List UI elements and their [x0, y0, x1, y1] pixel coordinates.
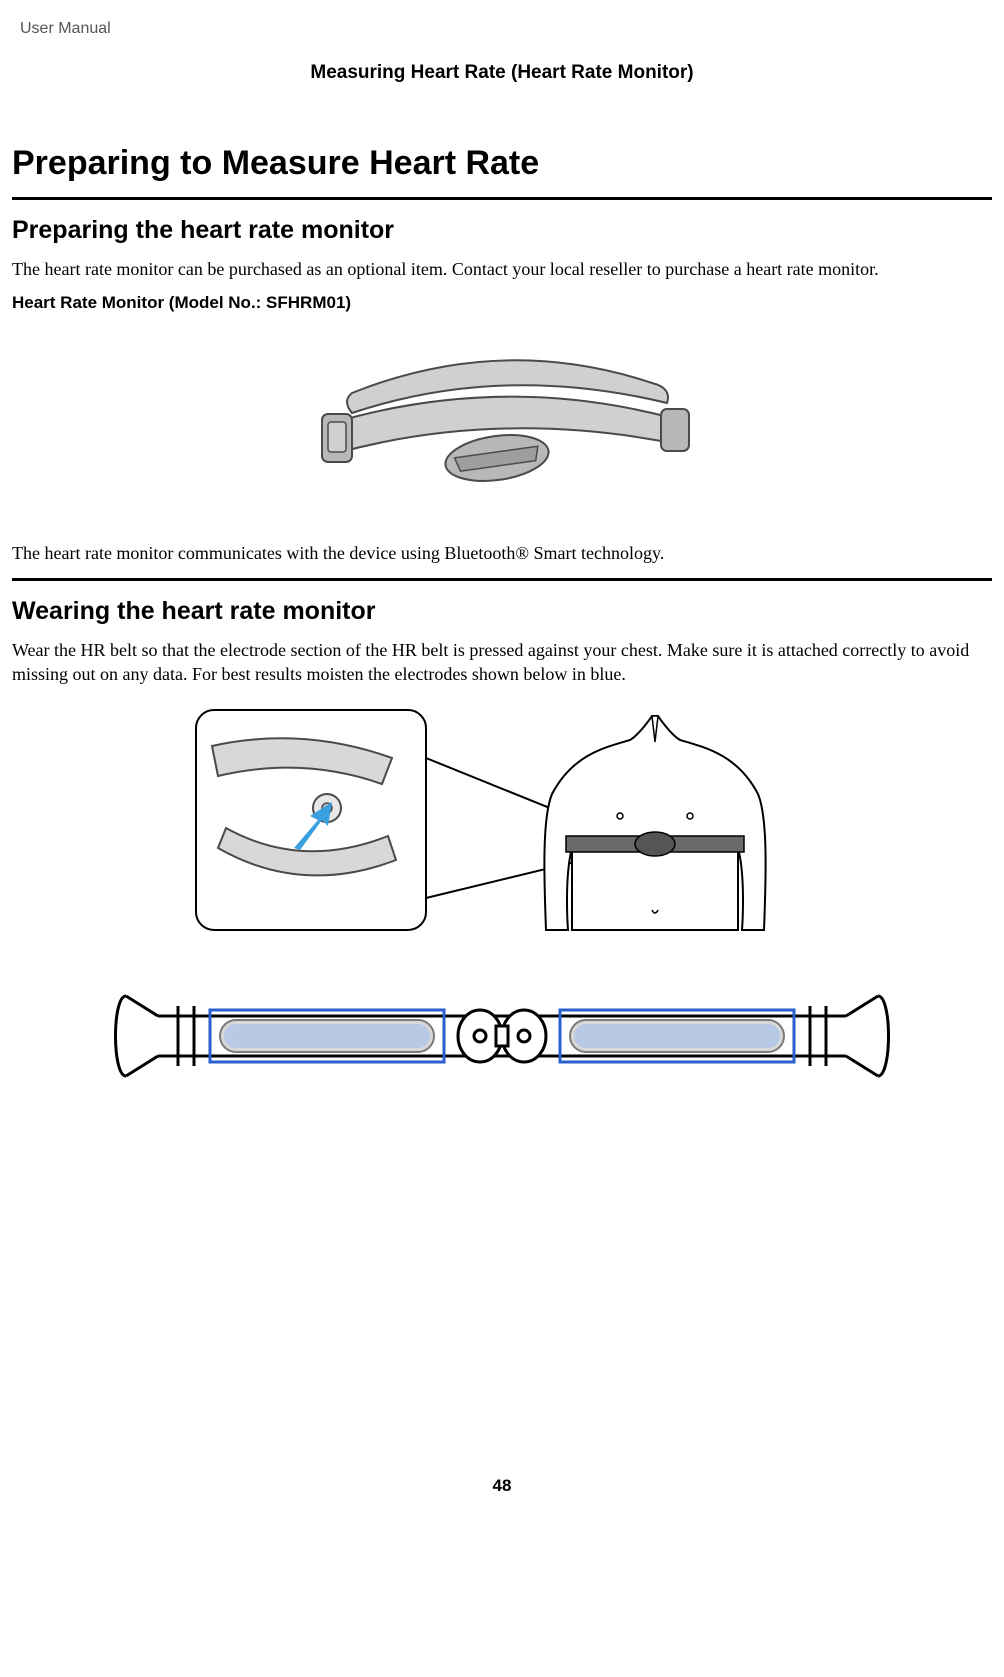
manual-label: User Manual: [20, 20, 1004, 38]
figure-torso: [0, 698, 1004, 958]
divider-1: [12, 197, 992, 200]
main-heading: Preparing to Measure Heart Rate: [12, 144, 992, 183]
chapter-title: Measuring Heart Rate (Heart Rate Monitor…: [0, 62, 1004, 84]
paragraph-bluetooth: The heart rate monitor communicates with…: [12, 541, 992, 565]
paragraph-wearing: Wear the HR belt so that the electrode s…: [12, 638, 992, 687]
belt-sensors-icon: [92, 976, 912, 1096]
sub-heading-2: Wearing the heart rate monitor: [12, 597, 992, 626]
torso-illustration-icon: [182, 698, 822, 958]
strap-illustration-icon: [272, 323, 732, 523]
divider-2: [12, 578, 992, 581]
model-label: Heart Rate Monitor (Model No.: SFHRM01): [12, 293, 992, 313]
page-root: User Manual Measuring Heart Rate (Heart …: [0, 0, 1004, 1536]
figure-belt-sensors: [0, 976, 1004, 1096]
sub-heading-1: Preparing the heart rate monitor: [12, 216, 992, 245]
figure-strap: [0, 323, 1004, 523]
page-number: 48: [0, 1476, 1004, 1496]
paragraph-purchase: The heart rate monitor can be purchased …: [12, 257, 992, 281]
